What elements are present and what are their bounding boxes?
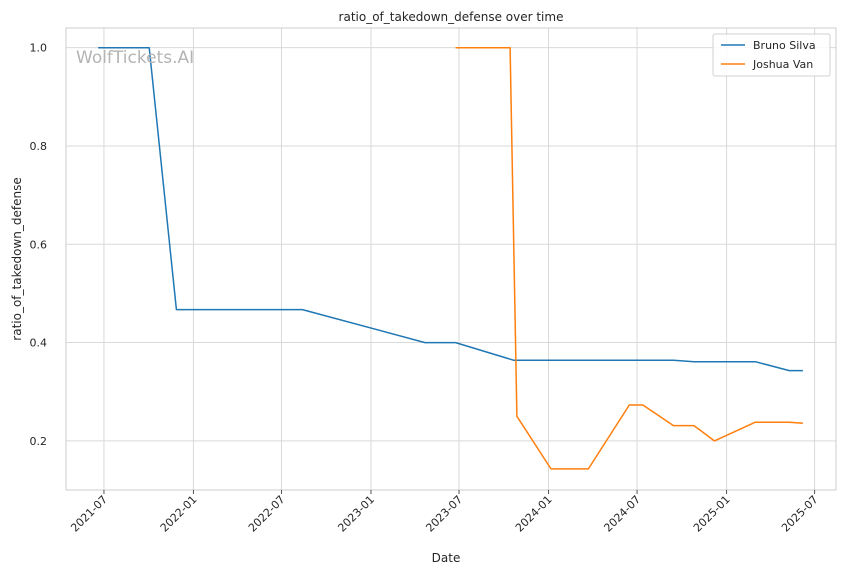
- plot-frame: [65, 27, 837, 491]
- grid: [66, 28, 836, 490]
- y-axis-label: ratio_of_takedown_defense: [10, 177, 24, 340]
- series-line-bruno-silva: [98, 46, 803, 372]
- x-tick-label: 2021-07: [68, 493, 110, 535]
- watermark-text: WolfTickets.AI: [76, 48, 195, 68]
- y-tick-labels: 0.2 0.4 0.6 0.8 1.0: [30, 42, 48, 448]
- x-tick-label: 2024-07: [601, 493, 643, 535]
- x-tick-label: 2025-07: [779, 493, 821, 535]
- x-tick-label: 2023-01: [335, 493, 377, 535]
- series-line-joshua-van: [455, 46, 803, 470]
- x-tick-labels: 2021-07 2022-01 2022-07 2023-01 2023-07 2024-…: [68, 490, 821, 535]
- chart-title: ratio_of_takedown_defense over time: [339, 10, 564, 24]
- y-tick-label: 0.2: [30, 435, 48, 448]
- legend-label-joshua-van: Joshua Van: [752, 58, 813, 71]
- series-lines: [98, 46, 803, 470]
- legend-label-bruno-silva: Bruno Silva: [753, 39, 816, 52]
- x-tick-label: 2025-01: [691, 493, 733, 535]
- legend: Bruno Silva Joshua Van: [712, 33, 831, 77]
- y-tick-label: 0.4: [30, 337, 48, 350]
- x-tick-label: 2024-01: [513, 493, 555, 535]
- y-tick-label: 1.0: [30, 42, 48, 55]
- x-tick-label: 2023-07: [423, 493, 465, 535]
- x-tick-label: 2022-01: [158, 493, 200, 535]
- y-tick-label: 0.6: [30, 238, 48, 251]
- x-axis-label: Date: [432, 551, 461, 565]
- x-tick-label: 2022-07: [246, 493, 288, 535]
- y-tick-label: 0.8: [30, 140, 48, 153]
